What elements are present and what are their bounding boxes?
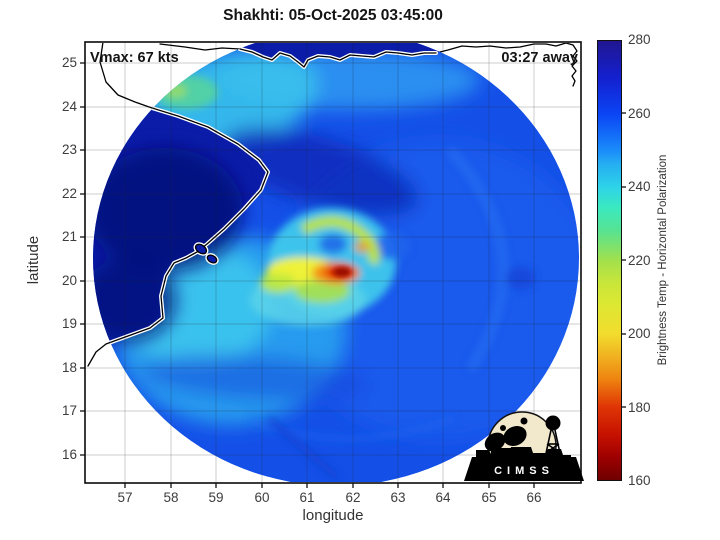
colorbar [597,40,622,481]
colorbar-tick-label: 260 [628,106,651,121]
time-away-annotation: 03:27 away [501,50,578,66]
x-tick-label: 62 [345,490,361,505]
colorbar-tick-label: 200 [628,326,651,341]
storm-eye [319,234,347,254]
colorbar-tick-label: 280 [628,32,651,47]
y-tick-label: 16 [61,447,77,462]
coastline-inside-swath [104,47,438,346]
storm-core-minimum [333,267,351,277]
colorbar-tick-label: 220 [628,253,651,268]
axis-ticks [80,62,626,488]
x-tick-label: 64 [435,490,451,505]
x-tick-label: 63 [390,490,406,505]
y-tick-label: 21 [61,229,77,244]
plot-border [84,41,582,484]
x-tick-label: 61 [299,490,315,505]
y-tick-label: 22 [61,186,77,201]
colorbar-tick-label: 180 [628,400,651,415]
x-tick-label: 57 [117,490,133,505]
satellite-dish-icon [484,417,528,458]
x-tick-label: 59 [208,490,224,505]
x-axis-label: longitude [302,507,364,524]
cold-band-east-of-cape [221,127,419,217]
cimss-logo-text: CIMSS [494,465,554,477]
y-tick-label: 24 [61,99,77,114]
chart-title: Shakhti: 05-Oct-2025 03:45:00 [223,7,443,24]
y-tick-label: 20 [61,273,77,288]
y-tick-label: 18 [61,360,77,375]
x-tick-label: 66 [526,490,542,505]
y-tick-label: 17 [61,403,77,418]
y-axis-label: latitude [25,235,42,285]
storm-core [250,208,410,326]
cimss-logo: CIMSS [464,411,584,481]
colorbar-tick-label: 240 [628,179,651,194]
x-tick-label: 58 [163,490,179,505]
y-tick-label: 25 [61,55,77,70]
curved-band-arc [300,216,380,266]
cimss-banner [464,457,584,481]
water-tower-tank [545,415,561,431]
swath-image [93,43,579,482]
spiral-bands [248,146,535,481]
x-tick-label: 65 [481,490,497,505]
vmax-annotation: Vmax: 67 kts [90,50,179,66]
coastline-right-squiggle [571,44,578,87]
colorbar-tick-label: 160 [628,473,651,488]
x-tick-label: 60 [254,490,270,505]
y-tick-label: 23 [61,142,77,157]
y-tick-label: 19 [61,316,77,331]
